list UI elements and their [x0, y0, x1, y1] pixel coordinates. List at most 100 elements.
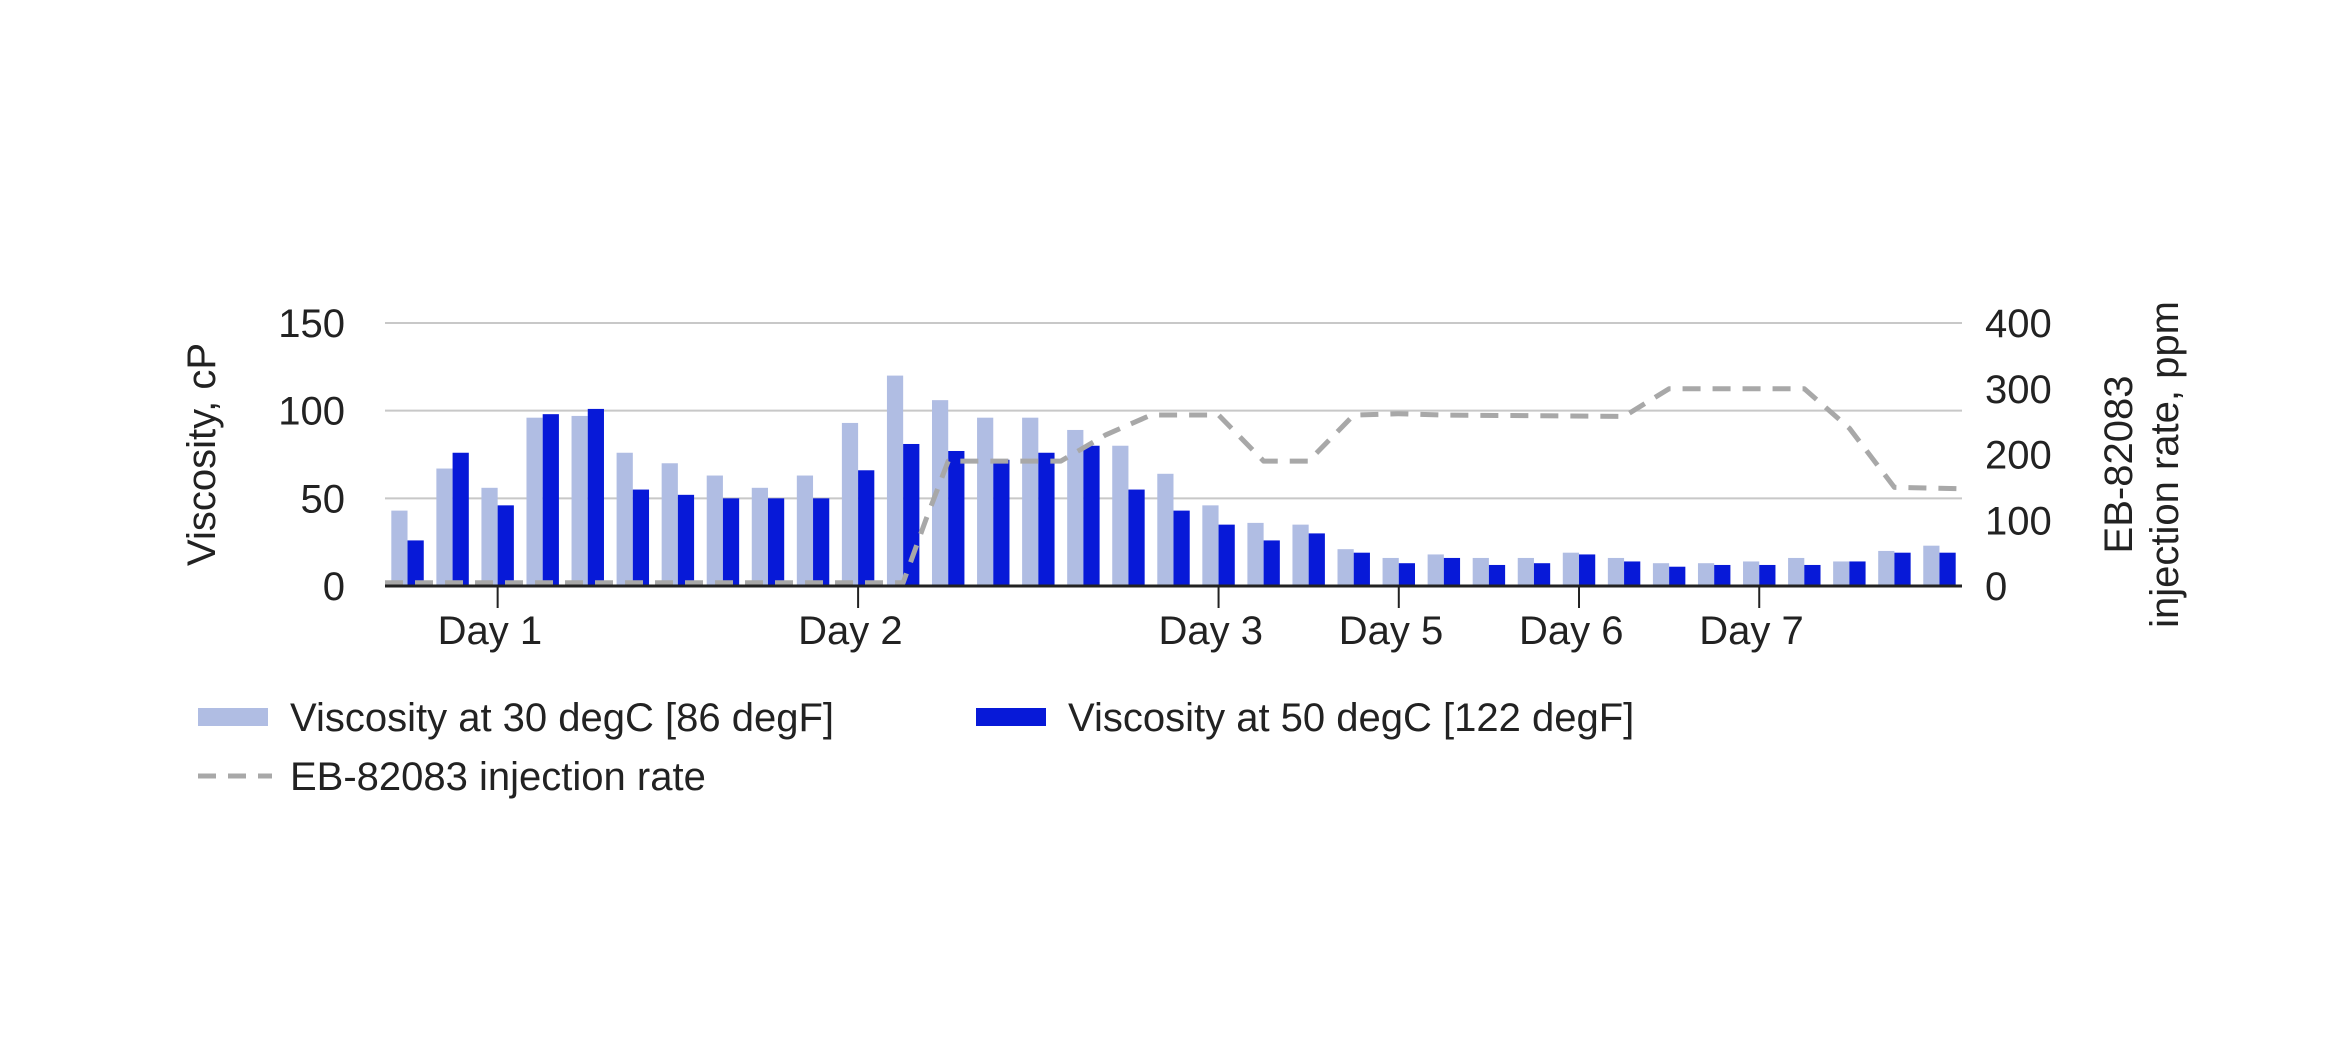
bar [1157, 473, 1174, 586]
y-right-tick-label: 0 [1985, 565, 2007, 609]
bar [1022, 417, 1039, 586]
bar [1804, 564, 1821, 586]
bar [1714, 564, 1731, 586]
legend-layer: Viscosity at 30 degC [86 degF] Viscosity … [198, 696, 1634, 799]
bar [767, 498, 785, 586]
legend-swatch [976, 708, 1046, 726]
bar [796, 475, 814, 586]
bar [903, 443, 920, 586]
legend-label: Viscosity at 50 degC [122 degF] [1068, 696, 1634, 740]
bar [1067, 429, 1084, 586]
bar [1562, 552, 1580, 586]
bar [1697, 563, 1715, 586]
bar [813, 498, 830, 586]
bar [1533, 563, 1551, 586]
x-tick-label: Day 5 [1339, 609, 1444, 653]
bar [1669, 566, 1686, 586]
bar [1833, 561, 1850, 586]
bar [858, 470, 875, 586]
y-right-axis-title: EB-82083injection rate, ppm [2097, 301, 2187, 628]
x-tick-label: Day 2 [798, 609, 903, 653]
y-right-axis-title-line: injection rate, ppm [2143, 301, 2187, 628]
bar [1083, 445, 1100, 586]
bar [436, 468, 453, 586]
y-right-axis-title-line: EB-82083 [2097, 376, 2141, 554]
y-right-tick-label: 200 [1985, 434, 2052, 478]
bar [526, 417, 543, 586]
bar [977, 417, 994, 586]
bar [1878, 550, 1895, 586]
bar [677, 494, 695, 586]
bar [1849, 561, 1866, 586]
legend-swatch [198, 708, 268, 726]
y-left-axis-title: Viscosity, cP [180, 343, 224, 566]
bar [751, 487, 768, 586]
injection-rate-line [385, 386, 1963, 586]
bar [571, 415, 588, 586]
bar [1218, 524, 1235, 586]
x-tick-label: Day 3 [1159, 609, 1264, 653]
bar [841, 422, 859, 586]
bar [616, 452, 633, 586]
bar [948, 450, 965, 586]
y-right-tick-label: 300 [1985, 368, 2052, 412]
bar [1517, 557, 1534, 586]
bar [1337, 549, 1354, 586]
bar [1353, 552, 1370, 586]
bar [661, 463, 678, 586]
line-layer [385, 386, 1963, 586]
bar [1308, 533, 1325, 586]
bar [722, 498, 740, 586]
bar [706, 475, 723, 586]
legend-label: Viscosity at 30 degC [86 degF] [290, 696, 834, 740]
bar [1607, 557, 1625, 586]
bar [542, 414, 559, 586]
bar [1202, 505, 1219, 586]
bar [1173, 510, 1190, 586]
bar [1652, 563, 1670, 586]
axis-layer [385, 584, 1962, 608]
bar [1427, 554, 1444, 586]
y-right-tick-label: 100 [1985, 499, 2052, 543]
y-left-tick-label: 150 [278, 302, 345, 346]
bar [1292, 524, 1309, 586]
bar [1788, 557, 1805, 586]
bar [407, 540, 424, 586]
bar [886, 375, 904, 586]
bar [632, 489, 650, 586]
x-tick-label: Day 6 [1519, 609, 1624, 653]
bar [1443, 557, 1461, 586]
bar [1579, 554, 1596, 586]
bar [1382, 557, 1399, 586]
bar [1894, 552, 1911, 586]
y-left-tick-label: 50 [301, 477, 346, 521]
bar [391, 510, 408, 586]
bar [481, 487, 498, 586]
bar [1112, 445, 1129, 586]
y-right-tick-label: 400 [1985, 302, 2052, 346]
bar [1472, 557, 1489, 586]
x-tick-label: Day 1 [438, 609, 542, 653]
bar [1263, 540, 1280, 586]
bars-layer [391, 375, 1956, 586]
bar [1398, 563, 1416, 586]
bar [1759, 564, 1776, 586]
bar [1038, 452, 1055, 586]
x-tick-label: Day 7 [1699, 609, 1804, 653]
bar [1624, 561, 1641, 586]
bar [1939, 552, 1956, 586]
bar [1923, 545, 1940, 586]
bar [1743, 561, 1760, 586]
bar [587, 408, 604, 586]
bar [452, 452, 469, 586]
y-left-tick-label: 100 [278, 390, 345, 434]
bar [1247, 522, 1264, 586]
legend-label: EB-82083 injection rate [290, 755, 706, 799]
bar [931, 400, 949, 586]
y-left-tick-label: 0 [323, 565, 345, 609]
bar [993, 459, 1010, 586]
bar [1488, 564, 1506, 586]
labels-layer: Day 1 Day 2 Day 3 Day 5 Day 6 Day 7 0 50 100 150 0… [180, 301, 2187, 653]
